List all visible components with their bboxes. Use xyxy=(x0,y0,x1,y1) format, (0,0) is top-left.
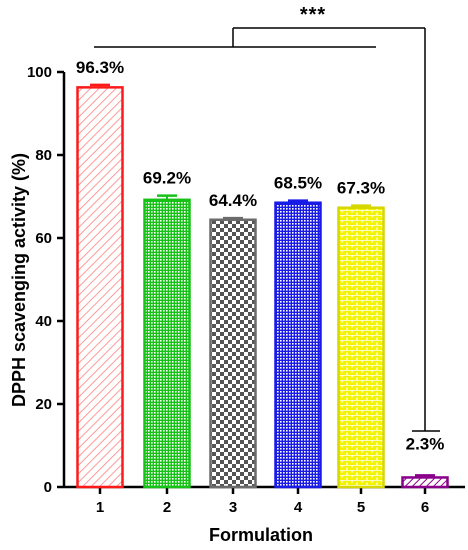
y-tick-label: 80 xyxy=(35,147,52,164)
data-label: 68.5% xyxy=(274,174,322,193)
y-axis-title: DPPH scavenging activity (%) xyxy=(9,153,29,407)
x-tick-label: 1 xyxy=(96,499,104,516)
bar-formulation-1 xyxy=(76,86,124,489)
x-tick-label: 5 xyxy=(357,499,365,516)
x-ticks: 1 2 3 4 5 6 xyxy=(96,487,429,516)
bar-formulation-2 xyxy=(143,198,191,489)
bar-formulation-5 xyxy=(337,206,385,489)
y-tick-label: 20 xyxy=(35,396,52,413)
axes xyxy=(62,72,465,489)
bars xyxy=(76,86,449,489)
bar-formulation-3 xyxy=(209,218,257,489)
data-label: 2.3% xyxy=(406,434,445,453)
y-ticks: 0 20 40 60 80 100 xyxy=(27,64,64,496)
significance-label: *** xyxy=(300,4,326,26)
y-tick-label: 100 xyxy=(27,64,52,81)
y-tick-label: 60 xyxy=(35,230,52,247)
y-tick-label: 40 xyxy=(35,313,52,330)
bar-formulation-4 xyxy=(274,201,322,489)
bar-formulation-6 xyxy=(401,476,449,489)
y-tick-label: 0 xyxy=(44,479,52,496)
data-labels: 96.3% 69.2% 64.4% 68.5% 67.3% 2.3% xyxy=(76,58,444,454)
error-bars xyxy=(90,83,435,478)
data-label: 96.3% xyxy=(76,58,124,77)
data-label: 67.3% xyxy=(337,179,385,198)
data-label: 69.2% xyxy=(143,169,191,188)
x-tick-label: 6 xyxy=(421,499,429,516)
significance-bracket: *** xyxy=(94,4,440,432)
x-axis-title: Formulation xyxy=(209,525,313,545)
x-tick-label: 3 xyxy=(229,499,237,516)
x-tick-label: 2 xyxy=(163,499,171,516)
data-label: 64.4% xyxy=(209,191,257,210)
x-tick-label: 4 xyxy=(294,499,303,516)
